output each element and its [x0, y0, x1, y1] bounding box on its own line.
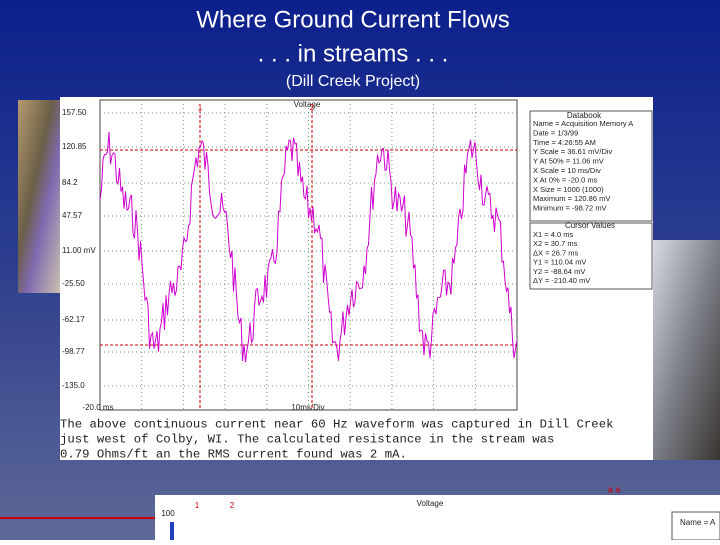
cursor-line-text: X2 = 30.7 ms	[533, 239, 578, 248]
y-label: 120.85	[62, 142, 87, 151]
equipment-photo	[653, 240, 720, 460]
databook-title: Databook	[567, 111, 602, 120]
databook-line: Y Scale = 36.61 mV/Div	[533, 147, 613, 156]
cursor-label: 1	[198, 103, 203, 112]
databook-line: Name = Acquisition Memory A	[533, 119, 633, 128]
y-label: -25.50	[62, 279, 85, 288]
y-label: 100	[161, 509, 175, 518]
databook-line: Date = 1/3/99	[533, 128, 578, 137]
caption-line: just west of Colby, WI. The calculated r…	[60, 432, 554, 446]
cursor-line-text: ΔY = -210.40 mV	[533, 276, 590, 285]
stream-photo	[18, 100, 62, 293]
x-label: 10ms/Div	[291, 403, 324, 412]
databook-line: X At 0% = -20.0 ms	[533, 175, 598, 184]
caption-line: The above continuous current near 60 Hz …	[60, 417, 613, 431]
cursor-label: 2	[230, 501, 235, 510]
marker	[170, 522, 174, 540]
scope-title: Voltage	[294, 100, 321, 109]
databook-line: Time = 4:26:55 AM	[533, 138, 596, 147]
y-label: 157.50	[62, 108, 87, 117]
subtitle: . . . in streams . . .	[258, 40, 449, 67]
y-label: 84.2	[62, 178, 78, 187]
red-mark: a a	[608, 484, 621, 494]
y-label: -98.77	[62, 347, 85, 356]
y-label: 47.57	[62, 211, 83, 220]
plot-frame	[99, 99, 518, 411]
scope-plot	[99, 99, 518, 411]
cursor-label: 2	[310, 103, 315, 112]
y-label: -135.0	[62, 381, 85, 390]
cursor-line-text: ΔX = 26.7 ms	[533, 248, 578, 257]
databook-line: Name = A	[680, 518, 716, 527]
cursor-title: Cursor Values	[565, 221, 615, 230]
databook-line: Maximum = 120.86 mV	[533, 194, 610, 203]
databook-box	[671, 511, 720, 541]
caption-line: 0.79 Ohms/ft an the RMS current found wa…	[60, 447, 407, 461]
databook-line: X Size = 1000 (1000)	[533, 185, 604, 194]
second-scope-panel	[155, 495, 720, 540]
x-label: -20.0 ms	[82, 403, 113, 412]
cursor-line-text: X1 = 4.0 ms	[533, 230, 573, 239]
databook-line: Minimum = -98.72 mV	[533, 204, 607, 213]
waveform	[99, 132, 518, 363]
title: Where Ground Current Flows	[196, 6, 509, 33]
cursor-line-text: Y1 = 110.04 mV	[533, 258, 586, 267]
y-label: -62.17	[62, 315, 85, 324]
y-label: 11.00 mV	[62, 246, 96, 255]
cursor-box	[529, 222, 653, 290]
cursor-label: 1	[195, 501, 200, 510]
databook-line: X Scale = 10 ms/Div	[533, 166, 601, 175]
databook-box	[529, 110, 653, 222]
databook-line: Y At 50% = 11.06 mV	[533, 157, 604, 166]
cursor-line-text: Y2 = -88.64 mV	[533, 267, 585, 276]
project: (Dill Creek Project)	[286, 73, 420, 90]
scope-title: Voltage	[417, 499, 444, 508]
